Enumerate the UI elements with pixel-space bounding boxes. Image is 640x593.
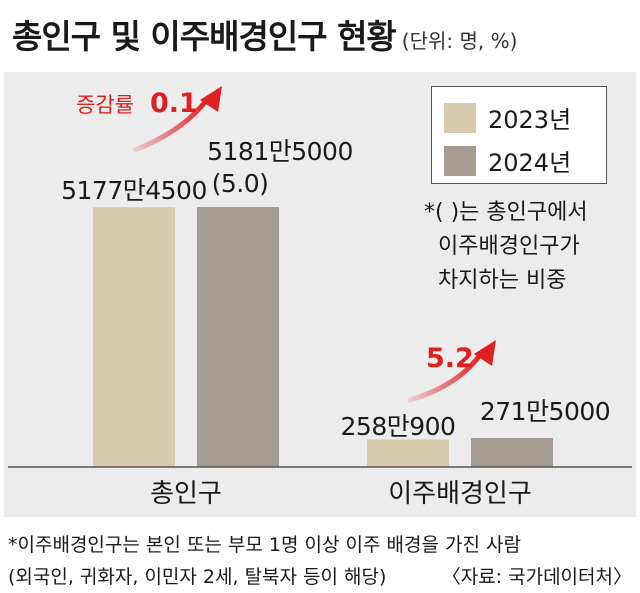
title-text: 총인구 및 이주배경인구 현황	[12, 17, 397, 56]
note-line-1: *( )는 총인구에서	[424, 200, 588, 225]
bar-migrant-2024년	[471, 438, 553, 467]
category-label: 총인구	[150, 479, 222, 509]
legend-swatch-2024	[444, 145, 476, 176]
value-label-total-2024: 5181만5000	[207, 137, 353, 166]
bar-migrant-2023년	[367, 439, 449, 467]
bar-total-2023년	[93, 207, 175, 467]
growth-value-total: 0.1	[150, 88, 198, 119]
legend-label-2024: 2024년	[488, 149, 572, 177]
unit-label: (단위: 명, %)	[401, 29, 518, 53]
bar-total-2024년	[197, 207, 279, 467]
note-line-3: 차지하는 비중	[438, 268, 567, 293]
value-label-migrant-2024: 271만5000	[480, 397, 610, 426]
legend: 2023년 2024년	[431, 86, 607, 184]
legend-label-2023: 2023년	[488, 106, 572, 134]
growth-arrow-total	[132, 95, 211, 153]
share-note: *( )는 총인구에서 이주배경인구가 차지하는 비중	[424, 196, 588, 298]
footnote-examples: (외국인, 귀화자, 이민자 2세, 탈북자 등이 해당)	[8, 566, 387, 588]
growth-label: 증감률	[76, 93, 134, 117]
source-label: 〈자료: 국가데이터처〉	[441, 566, 632, 588]
value-label-total-2023: 5177만4500	[61, 176, 207, 205]
chart-title: 총인구 및 이주배경인구 현황 (단위: 명, %)	[12, 10, 517, 58]
growth-arrowhead-migrant	[474, 340, 496, 366]
growth-arrow-migrant	[407, 349, 485, 403]
legend-item-2024: 2024년	[444, 143, 571, 178]
category-label: 이주배경인구	[388, 479, 532, 509]
footnote-definition: *이주배경인구는 본인 또는 부모 1명 이상 이주 배경을 가진 사람	[8, 534, 521, 556]
share-label-total-2024: (5.0)	[212, 169, 269, 198]
note-line-2: 이주배경인구가	[438, 234, 580, 259]
value-label-migrant-2023: 258만900	[341, 412, 456, 441]
legend-swatch-2023	[444, 102, 476, 133]
legend-item-2023: 2023년	[444, 100, 571, 135]
growth-arrowhead-total	[200, 86, 222, 112]
growth-value-migrant: 5.2	[426, 343, 474, 374]
